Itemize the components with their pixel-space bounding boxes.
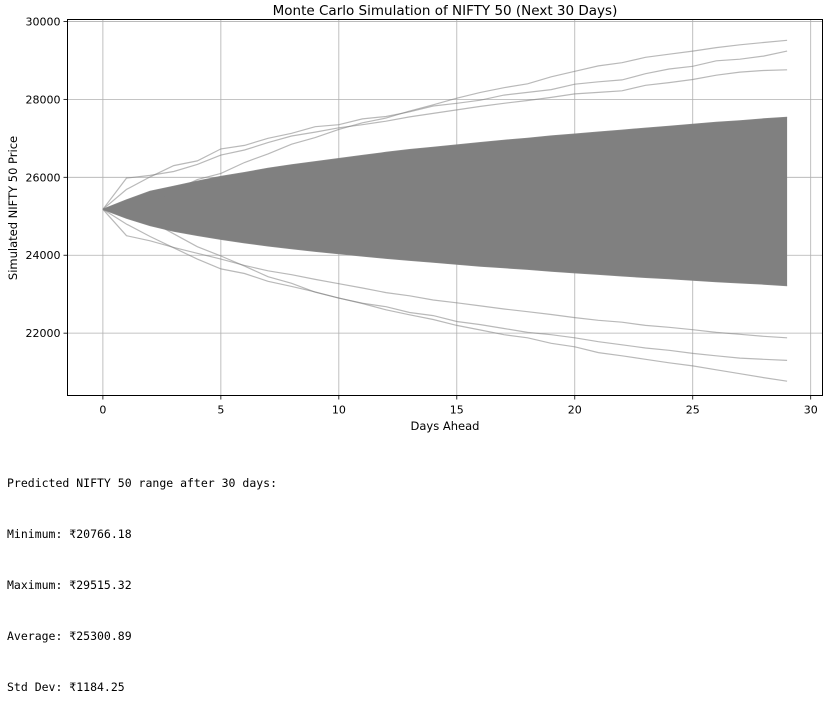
- x-tick-label: 0: [99, 404, 106, 417]
- x-tick-label: 30: [804, 404, 818, 417]
- simulation-path: [102, 69, 788, 210]
- simulation-path: [102, 208, 788, 287]
- y-tick-label: 30000: [26, 15, 61, 28]
- x-tick-label: 15: [450, 404, 464, 417]
- x-tick-label: 25: [686, 404, 700, 417]
- simulation-path: [102, 116, 788, 210]
- simulation-path: [102, 208, 788, 382]
- y-axis-label: Simulated NIFTY 50 Price: [6, 136, 20, 280]
- output-average: Average: ₹25300.89: [7, 629, 132, 643]
- y-tick-label: 24000: [26, 249, 61, 262]
- monte-carlo-chart: Monte Carlo Simulation of NIFTY 50 (Next…: [6, 3, 823, 433]
- simulation-path: [102, 39, 788, 210]
- simulation-path: [102, 208, 788, 339]
- simulation-path: [102, 208, 788, 361]
- x-tick-label: 20: [568, 404, 582, 417]
- simulation-band: [102, 117, 788, 286]
- output-header: Predicted NIFTY 50 range after 30 days:: [7, 476, 278, 490]
- chart-title: Monte Carlo Simulation of NIFTY 50 (Next…: [273, 3, 618, 19]
- simulation-path: [102, 50, 788, 210]
- x-axis-ticks: 0 5 10 15 20 25 30: [99, 395, 818, 417]
- y-axis-ticks: 22000 24000 26000 28000 30000: [26, 15, 68, 340]
- dense-path-band: [102, 117, 788, 286]
- x-tick-label: 5: [217, 404, 224, 417]
- x-tick-label: 10: [332, 404, 346, 417]
- plot-frame: [67, 19, 823, 396]
- output-std-dev: Std Dev: ₹1184.25: [7, 680, 125, 694]
- y-tick-label: 22000: [26, 327, 61, 340]
- simulation-paths: [102, 39, 788, 382]
- output-minimum: Minimum: ₹20766.18: [7, 527, 132, 541]
- output-maximum: Maximum: ₹29515.32: [7, 578, 132, 592]
- y-tick-label: 26000: [26, 171, 61, 184]
- simulation-output: Predicted NIFTY 50 range after 30 days: …: [7, 441, 277, 713]
- y-tick-label: 28000: [26, 93, 61, 106]
- x-axis-label: Days Ahead: [411, 419, 480, 433]
